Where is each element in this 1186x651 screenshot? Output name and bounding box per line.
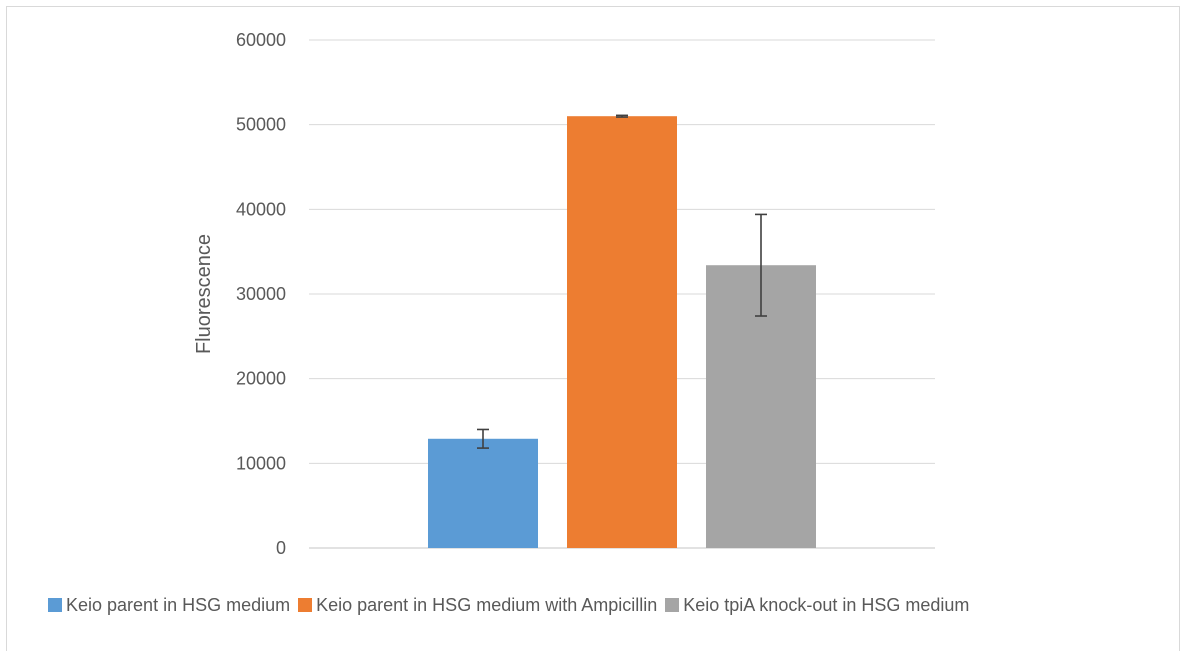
error-bar-1	[477, 428, 489, 449]
bar-2	[567, 116, 677, 548]
legend-label-keio-parent: Keio parent in HSG medium	[66, 594, 291, 615]
legend-swatch-keio-parent	[48, 598, 62, 612]
y-tick-label: 50000	[236, 115, 286, 135]
bars	[428, 116, 816, 548]
legend-item-keio-tpia-knockout: Keio tpiA knock-out in HSG medium	[665, 595, 969, 616]
y-tick-label: 40000	[236, 199, 286, 219]
y-tick-label: 20000	[236, 369, 286, 389]
error-bar-2	[616, 114, 628, 118]
y-tick-label: 30000	[236, 284, 286, 304]
legend-label-keio-parent-ampicillin: Keio parent in HSG medium with Ampicilli…	[316, 594, 658, 615]
y-axis-tick-labels: 0 10000 20000 30000 40000 50000 60000	[236, 30, 286, 558]
legend-item-keio-parent: Keio parent in HSG medium	[48, 595, 290, 616]
legend-item-keio-parent-ampicillin: Keio parent in HSG medium with Ampicilli…	[298, 595, 657, 616]
y-tick-label: 0	[276, 538, 286, 558]
legend-swatch-keio-tpia-knockout	[665, 598, 680, 612]
legend-label-keio-tpia-knockout: Keio tpiA knock-out in HSG medium	[683, 594, 970, 615]
error-bar-3	[755, 213, 767, 317]
legend-swatch-keio-parent-ampicillin	[298, 598, 313, 612]
bar-1	[428, 438, 538, 548]
legend: Keio parent in HSG medium Keio parent in…	[48, 592, 977, 618]
y-axis-title: Fluorescence	[193, 234, 215, 354]
y-tick-label: 10000	[236, 453, 286, 473]
error-bars	[477, 114, 767, 449]
y-tick-label: 60000	[236, 30, 286, 50]
